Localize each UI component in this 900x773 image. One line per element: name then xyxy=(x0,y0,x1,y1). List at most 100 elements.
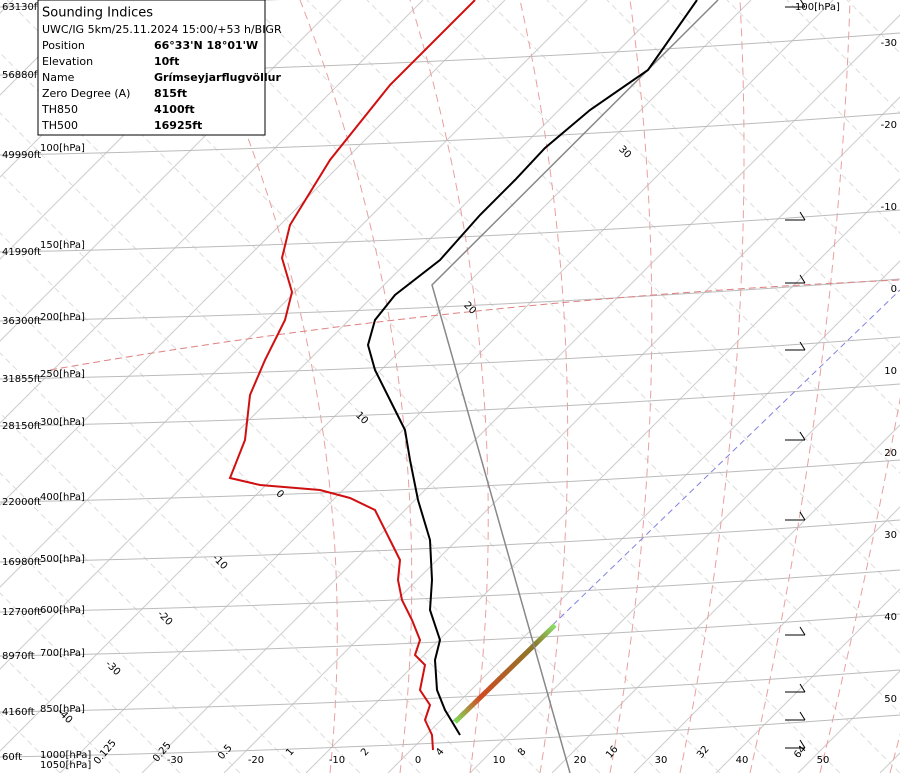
isobar xyxy=(0,669,900,713)
info-value: 10ft xyxy=(154,55,179,68)
temperature-curve xyxy=(366,0,698,736)
isobar xyxy=(0,459,900,503)
dry-adiabat xyxy=(0,532,241,773)
dry-adiabat xyxy=(606,0,900,294)
pressure-label: 250[hPa] xyxy=(40,369,85,380)
bottom-temp-label: 50 xyxy=(817,755,830,766)
isobar xyxy=(0,383,900,427)
bottom-temp-label: -20 xyxy=(248,755,264,766)
pressure-label: 850[hPa] xyxy=(40,704,85,715)
isotherm-label: 0 xyxy=(274,488,286,500)
pressure-label: 300[hPa] xyxy=(40,417,85,428)
mixing-ratio-label: 64 xyxy=(792,744,809,761)
isotherm-label: -30 xyxy=(103,659,122,678)
altitude-label: 49990ft xyxy=(2,150,41,161)
isobar xyxy=(0,714,900,758)
parcel-curve xyxy=(431,0,719,773)
moist-adiabat xyxy=(889,732,900,773)
wind-barb xyxy=(799,683,806,693)
isobar xyxy=(0,336,900,380)
right-label: 50 xyxy=(884,694,897,705)
info-label: Name xyxy=(42,71,75,84)
isotherm xyxy=(0,0,670,670)
mixing-ratio-label: 4 xyxy=(434,746,447,758)
info-title: Sounding Indices xyxy=(42,6,153,21)
mixing-ratio-label: 0.125 xyxy=(92,738,119,767)
isotherm xyxy=(223,96,900,773)
moist-adiabat xyxy=(679,0,745,773)
dry-adiabat xyxy=(726,0,900,174)
info-box: Sounding Indices UWC/IG 5km/25.11.2024 1… xyxy=(37,0,282,136)
isotherm xyxy=(797,670,900,773)
mixing-ratio-label: 0.5 xyxy=(216,743,235,762)
isotherm-label: -10 xyxy=(210,553,229,572)
info-label: TH850 xyxy=(41,103,78,116)
dry-adiabat xyxy=(0,112,661,773)
isobar xyxy=(0,278,900,322)
mixing-ratio-label: 2 xyxy=(359,746,372,758)
dry-adiabat xyxy=(546,0,900,354)
isotherm xyxy=(0,0,752,752)
dry-adiabat xyxy=(0,172,601,773)
altitude-label: 16980ft xyxy=(2,557,41,568)
isotherm xyxy=(59,0,834,773)
pressure-label: 700[hPa] xyxy=(40,648,85,659)
dry-adiabat xyxy=(0,292,481,773)
pressure-label: 100[hPa] xyxy=(40,143,85,154)
isotherm xyxy=(387,260,900,773)
top-right-label: 100[hPa] xyxy=(795,2,840,13)
wind-barb xyxy=(799,626,806,636)
wind-barb xyxy=(800,0,806,8)
altitude-label: 36300ft xyxy=(2,316,41,327)
altitude-label: 12700ft xyxy=(2,607,41,618)
bottom-temp-label: 20 xyxy=(574,755,587,766)
wind-barb xyxy=(799,511,806,521)
right-label: -20 xyxy=(881,120,897,131)
pressure-label: 400[hPa] xyxy=(40,492,85,503)
dry-adiabat xyxy=(0,472,301,773)
wind-barb xyxy=(799,739,806,749)
info-label: Position xyxy=(42,39,85,52)
bottom-temp-label: -10 xyxy=(329,755,345,766)
wind-barb xyxy=(799,341,806,351)
altitude-label: 22000ft xyxy=(2,497,41,508)
moist-adiabat xyxy=(519,0,569,773)
altitude-label: 63130ft xyxy=(2,2,41,13)
dewpoint-curve xyxy=(228,0,476,751)
right-label: 10 xyxy=(884,366,897,377)
pressure-label: 500[hPa] xyxy=(40,554,85,565)
isotherm xyxy=(305,178,900,773)
right-label: 30 xyxy=(884,530,897,541)
dry-adiabat xyxy=(0,352,421,773)
mixing-ratio-label: 16 xyxy=(604,744,621,761)
isotherm xyxy=(0,0,424,424)
altitude-label: 56880ft xyxy=(2,70,41,81)
dry-adiabat xyxy=(426,0,900,474)
info-value: Grímseyjarflugvöllur xyxy=(154,71,281,84)
moist-adiabat xyxy=(299,0,413,773)
altitude-label: 8970ft xyxy=(2,651,35,662)
wind-barb xyxy=(799,711,806,721)
isotherm xyxy=(141,14,900,773)
altitude-label: 60ft xyxy=(2,752,22,763)
bottom-temp-label: -30 xyxy=(167,755,183,766)
isotherm-label: 10 xyxy=(353,410,370,427)
dry-adiabat xyxy=(0,592,181,773)
right-label: -10 xyxy=(881,202,897,213)
wind-barb xyxy=(799,274,806,284)
info-value: 815ft xyxy=(154,87,187,100)
info-value: 66°33'N 18°01'W xyxy=(154,39,258,52)
info-value: 4100ft xyxy=(154,103,195,116)
altitude-label: 31855ft xyxy=(2,374,41,385)
isobar xyxy=(0,209,900,253)
pressure-label: 1000[hPa] xyxy=(40,750,91,761)
dry-adiabat xyxy=(486,0,900,414)
isotherm xyxy=(0,0,588,588)
isotherm xyxy=(715,588,900,773)
info-label: Elevation xyxy=(42,55,93,68)
isobar xyxy=(0,112,900,156)
info-label: TH500 xyxy=(41,119,78,132)
mixing-ratio-label: 32 xyxy=(695,744,712,761)
